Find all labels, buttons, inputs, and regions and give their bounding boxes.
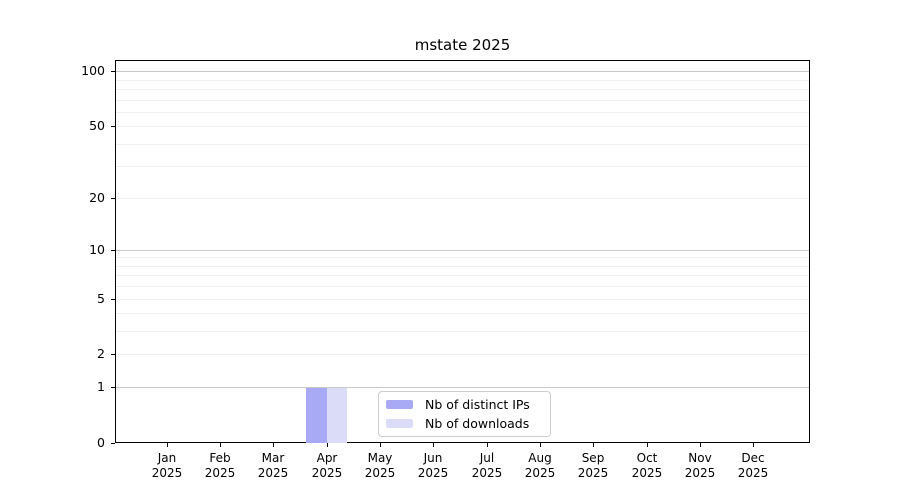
x-tick-label: May 2025 [353,451,407,481]
gridline-minor [116,354,809,356]
x-tick-year: 2025 [417,466,449,480]
x-tick-label: Dec 2025 [726,451,780,481]
x-tick-label: Mar 2025 [246,451,300,481]
gridline-minor [116,143,809,145]
y-tick-mark [111,250,115,251]
legend-label-distinct-ips: Nb of distinct IPs [425,396,530,412]
x-tick-year: 2025 [151,466,183,480]
x-tick-year: 2025 [471,466,503,480]
gridline-minor [116,166,809,168]
gridline-minor [116,126,809,128]
chart-title: mstate 2025 [414,36,511,54]
x-tick-month: Nov [688,451,712,465]
x-tick-label: Feb 2025 [193,451,247,481]
bar-distinct-ips [306,388,327,443]
gridline-minor [116,88,809,90]
x-tick-year: 2025 [684,466,716,480]
x-tick-label: Jun 2025 [406,451,460,481]
x-tick-mark [220,443,221,447]
gridline-minor [116,111,809,113]
y-tick-label: 2 [97,346,105,361]
y-tick-mark [111,299,115,300]
x-tick-mark [540,443,541,447]
x-tick-label: Sep 2025 [566,451,620,481]
x-tick-month: Oct [636,451,658,465]
y-tick-label: 10 [89,242,105,257]
gridline-major [116,249,809,251]
gridline-minor [116,99,809,101]
legend-label-downloads: Nb of downloads [425,416,530,432]
y-tick-label: 5 [97,291,105,306]
x-tick-label: Jan 2025 [140,451,194,481]
y-tick-mark [111,387,115,388]
x-tick-mark [753,443,754,447]
x-tick-mark [487,443,488,447]
x-tick-mark [700,443,701,447]
x-tick-label: Nov 2025 [673,451,727,481]
y-tick-mark [111,126,115,127]
legend-swatch-downloads-icon [386,419,413,429]
y-tick-mark [111,443,115,444]
x-tick-year: 2025 [737,466,769,480]
x-tick-month: Apr [316,451,338,465]
y-tick-mark [111,198,115,199]
x-tick-year: 2025 [631,466,663,480]
x-tick-mark [647,443,648,447]
gridline-minor [116,265,809,267]
legend-item-downloads: Nb of downloads [379,416,550,431]
x-tick-month: Jun [423,451,443,465]
x-tick-mark [273,443,274,447]
gridline-minor [116,313,809,315]
gridline-minor [116,257,809,259]
legend-item-distinct-ips: Nb of distinct IPs [379,397,550,412]
x-tick-year: 2025 [364,466,396,480]
gridline-minor [116,298,809,300]
x-tick-year: 2025 [204,466,236,480]
gridline-major [116,387,809,389]
x-tick-year: 2025 [311,466,343,480]
x-tick-year: 2025 [524,466,556,480]
x-tick-label: Aug 2025 [513,451,567,481]
x-tick-month: Jan [157,451,177,465]
plot-area [115,60,810,443]
x-tick-month: Mar [261,451,285,465]
gridline-minor [116,79,809,81]
x-tick-mark [167,443,168,447]
x-tick-mark [327,443,328,447]
bar-layer [116,61,809,443]
x-tick-mark [380,443,381,447]
y-tick-label: 1 [97,379,105,394]
y-tick-mark [111,354,115,355]
y-tick-mark [111,71,115,72]
x-tick-month: Aug [528,451,552,465]
gridline-minor [116,197,809,199]
x-tick-mark [433,443,434,447]
legend-swatch-distinct-ips-icon [386,399,413,409]
x-tick-month: Sep [581,451,605,465]
y-tick-label: 0 [97,435,105,450]
x-tick-month: Feb [209,451,231,465]
x-tick-year: 2025 [577,466,609,480]
legend: Nb of distinct IPs Nb of downloads [378,391,551,437]
x-tick-month: Jul [479,451,495,465]
x-tick-label: Oct 2025 [620,451,674,481]
y-tick-label: 50 [89,118,105,133]
bar-downloads [326,388,348,443]
x-tick-month: May [367,451,393,465]
y-tick-label: 100 [81,63,105,78]
gridline-minor [116,286,809,288]
gridline-minor [116,275,809,277]
x-tick-label: Jul 2025 [460,451,514,481]
gridline-major [116,71,809,73]
x-tick-month: Dec [741,451,765,465]
x-tick-label: Apr 2025 [300,451,354,481]
x-tick-mark [593,443,594,447]
x-tick-year: 2025 [257,466,289,480]
y-tick-label: 20 [89,190,105,205]
gridline-layer [116,61,809,442]
gridline-minor [116,331,809,333]
